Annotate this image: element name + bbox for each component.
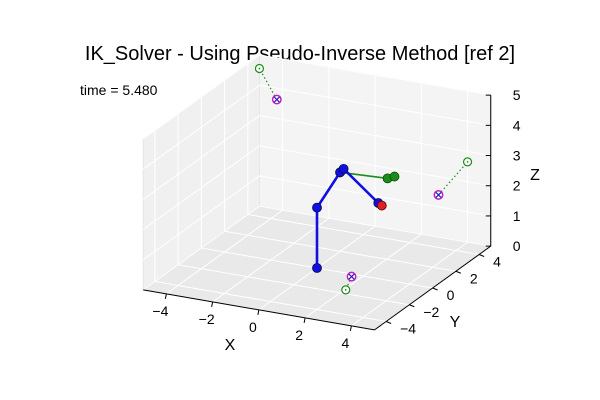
x-tick-mark [257,309,260,315]
grid-line-z [142,84,491,170]
target-marker [346,271,357,282]
y-tick-mark [385,321,392,324]
target-marker-cross [273,96,280,103]
projection-marker-dot [258,67,261,70]
chart-title: IK_Solver - Using Pseudo-Inverse Method … [85,43,515,65]
z-tick-label: 2 [513,178,521,194]
y-tick-label: −4 [400,321,416,337]
z-tick-label: 3 [513,148,521,164]
y-tick-mark [478,254,485,257]
x-tick-label: 4 [341,335,349,351]
target-joint [389,171,400,182]
target-marker-cross [435,191,442,198]
arm-joint [338,163,349,174]
grid-line-z [142,114,491,200]
time-annotation: time = 5.480 [80,82,158,98]
y-tick-label: 4 [493,254,501,270]
y-tick-label: 2 [470,270,478,286]
grid-line-z [142,145,491,230]
grid-line-z [142,54,491,140]
grid-line-z [142,205,491,291]
projection-marker-dot [466,161,469,163]
arm-joint [312,202,322,213]
x-tick-label: −4 [152,303,168,319]
x-tick-label: 0 [249,319,257,335]
y-tick-label: −2 [423,304,439,320]
grid-lines [142,54,491,327]
target-marker [433,189,444,200]
x-axis-label: X [225,337,236,354]
y-axis-label: Y [450,314,461,331]
end-effector-marker [376,200,387,211]
z-tick-label: 5 [513,87,521,103]
target-connector [438,161,469,196]
y-tick-mark [455,270,462,274]
z-tick-label: 0 [513,238,521,254]
z-tick-label: 4 [513,117,521,133]
x-tick-mark [164,293,167,299]
x-tick-mark [303,317,306,323]
arm-joint [312,263,322,273]
x-tick-mark [349,325,352,331]
y-tick-mark [409,304,415,308]
projection-marker-dot [344,288,347,291]
target-marker-cross [348,273,355,280]
x-tick-label: −2 [199,311,215,327]
target-marker [271,94,282,105]
grid-line-z [142,175,491,261]
data-layer [254,63,473,295]
y-tick-mark [432,287,438,291]
z-tick-label: 1 [513,208,521,224]
z-axis-label: Z [530,167,540,184]
x-tick-label: 2 [295,327,303,343]
y-tick-label: 0 [447,287,455,303]
x-tick-mark [211,301,214,307]
